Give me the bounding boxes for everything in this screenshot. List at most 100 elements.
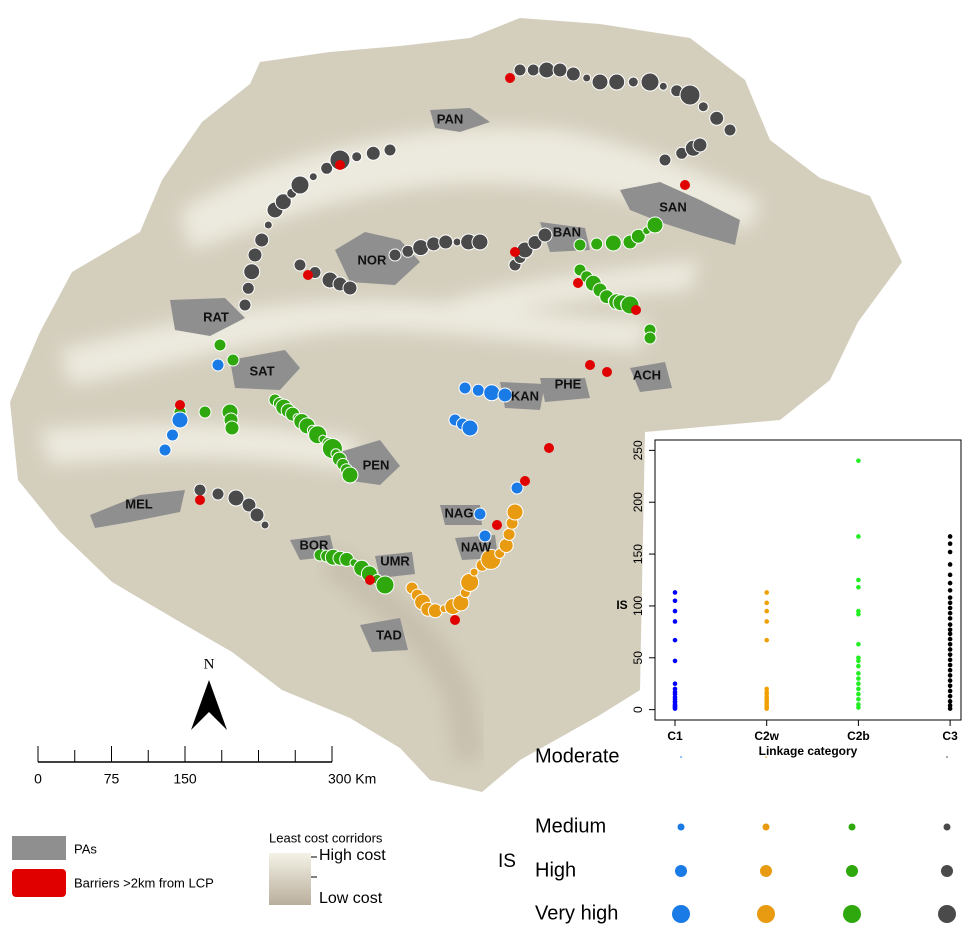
corridor-node: [199, 406, 211, 418]
y-axis-label: IS: [616, 598, 627, 612]
point: [948, 595, 953, 600]
corridor-node: [573, 278, 583, 288]
point: [856, 664, 861, 669]
corridor-node: [503, 528, 515, 540]
corridor-node: [459, 382, 471, 394]
point: [856, 676, 861, 681]
corridor-node: [343, 281, 357, 295]
map-figure: PAN SAN BAN NOR RAT SAT PHE ACH KAN PEN …: [0, 0, 967, 928]
corridor-node: [609, 74, 625, 90]
is-symbol: [849, 824, 856, 831]
point: [673, 659, 678, 664]
is-level-label: Medium: [535, 815, 606, 837]
point: [948, 611, 953, 616]
point: [673, 619, 678, 624]
corridor-node: [366, 146, 380, 160]
legend-label: High cost: [319, 847, 386, 864]
x-tick-label: C2b: [847, 729, 870, 743]
point: [856, 705, 861, 710]
north-label: N: [204, 656, 215, 672]
point: [764, 609, 769, 614]
pa-label: NAW: [461, 539, 492, 554]
pa-label: NAG: [445, 505, 474, 520]
point: [673, 706, 678, 711]
corridor-node: [303, 270, 313, 280]
corridor-node: [520, 476, 530, 486]
corridor-node: [510, 247, 520, 257]
corridor-node: [291, 176, 309, 194]
is-symbol: [843, 905, 861, 923]
legend-label: Barriers >2km from LCP: [74, 875, 214, 890]
is-symbol: [944, 824, 951, 831]
north-arrow-shape: [191, 680, 227, 730]
corridor-node: [352, 152, 362, 162]
is-title: IS: [498, 851, 516, 872]
corridor-node: [212, 359, 224, 371]
point: [856, 458, 861, 463]
corridor-node: [342, 467, 358, 483]
corridor-node: [628, 77, 638, 87]
y-tick-label: 100: [631, 596, 645, 616]
is-level-label: High: [535, 859, 576, 881]
point: [948, 663, 953, 668]
corridor-node: [659, 82, 667, 90]
point: [948, 706, 953, 711]
x-axis-label: Linkage category: [759, 744, 858, 758]
corridor-node: [255, 233, 269, 247]
point: [856, 642, 861, 647]
corridor-node: [680, 180, 690, 190]
is-symbol: [760, 865, 772, 877]
corridor-node: [641, 73, 659, 91]
corridor-node: [492, 520, 502, 530]
corridor-node: [214, 339, 226, 351]
corridor-node: [507, 504, 523, 520]
point: [948, 647, 953, 652]
corridor-node: [591, 238, 603, 250]
corridor-node: [462, 420, 478, 436]
y-tick-label: 200: [631, 492, 645, 512]
cost-swatch: [269, 853, 311, 905]
corridor-node: [553, 63, 567, 77]
corridor-node: [365, 575, 375, 585]
corridor-node: [680, 85, 700, 105]
corridor-node: [470, 568, 478, 576]
point: [948, 689, 953, 694]
is-symbol: [941, 865, 953, 877]
pa-label: UMR: [380, 553, 410, 568]
point: [673, 681, 678, 686]
plot-frame: [655, 440, 961, 720]
page: PAN SAN BAN NOR RAT SAT PHE ACH KAN PEN …: [0, 0, 967, 933]
point: [948, 652, 953, 657]
point: [856, 687, 861, 692]
corridor-node: [335, 160, 345, 170]
x-tick-label: C2w: [754, 729, 779, 743]
y-tick-label: 50: [631, 651, 645, 665]
point: [948, 627, 953, 632]
corridor-node: [538, 228, 552, 242]
corridor-node: [698, 102, 708, 112]
is-symbol: [763, 824, 770, 831]
corridor-node: [724, 124, 736, 136]
point: [673, 598, 678, 603]
corridor-node: [647, 217, 663, 233]
point: [948, 668, 953, 673]
is-symbol: [757, 905, 775, 923]
corridor-node: [264, 221, 272, 229]
pa-label: ACH: [633, 367, 661, 382]
corridor-node: [225, 421, 239, 435]
corridor-node: [602, 367, 612, 377]
pa-label: TAD: [376, 627, 402, 642]
point: [764, 619, 769, 624]
corridor-node: [242, 282, 254, 294]
corridor-node: [566, 67, 580, 81]
point: [764, 706, 769, 711]
corridor-node: [172, 412, 188, 428]
point: [764, 590, 769, 595]
pa-swatch: [12, 836, 66, 860]
point: [856, 659, 861, 664]
point: [856, 585, 861, 590]
corridor-node: [402, 245, 414, 257]
corridor-node: [159, 444, 171, 456]
point: [856, 697, 861, 702]
